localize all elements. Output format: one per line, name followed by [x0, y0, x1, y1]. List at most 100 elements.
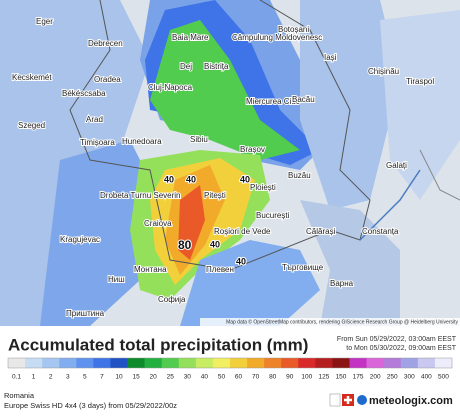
legend-title: Accumulated total precipitation (mm) — [8, 335, 308, 354]
scale-label: 70 — [252, 374, 260, 381]
coast — [419, 149, 460, 201]
city-label: Hunedoara — [122, 137, 162, 146]
map-value: 40 — [186, 174, 196, 184]
city-label: Bistrița — [204, 62, 229, 71]
scale-cell — [315, 358, 333, 368]
scale-cell — [76, 358, 94, 368]
scale-label: 7 — [100, 374, 104, 381]
scale-label: 125 — [318, 374, 329, 381]
attribution-bg — [200, 318, 460, 326]
scale-label: 3 — [66, 374, 70, 381]
map: Eger Debrecen Kecskemét Békéscsaba Szege… — [0, 0, 460, 326]
map-value: 40 — [236, 256, 246, 266]
city-label: Szeged — [18, 121, 45, 130]
scale-label: 60 — [235, 374, 243, 381]
scale-label: 50 — [218, 374, 226, 381]
scale-cell — [366, 358, 384, 368]
city-label: Roșiori de Vede — [214, 227, 271, 236]
period-to: to Mon 05/30/2022, 09:00am EEST — [346, 345, 456, 352]
city-label: Arad — [86, 115, 103, 124]
brand: meteologix.com — [369, 395, 453, 407]
scale-cell — [400, 358, 419, 368]
city-label: Chișinău — [368, 67, 399, 76]
scale-label: 5 — [83, 374, 87, 381]
brand-logo — [357, 395, 367, 405]
city-label: Търговище — [282, 263, 324, 272]
scale-cell — [195, 358, 214, 368]
city-label: București — [256, 211, 290, 220]
city-label: Cluj-Napoca — [148, 83, 193, 92]
scale-cell — [59, 358, 77, 368]
scale-label: 300 — [404, 374, 415, 381]
scale-cell — [230, 358, 248, 368]
scale-cell — [127, 358, 145, 368]
city-label: Варна — [330, 279, 354, 288]
swiss-cross — [344, 396, 352, 404]
city-label: Brașov — [240, 145, 265, 154]
city-label: Kecskemét — [12, 73, 52, 82]
city-label: Iași — [324, 53, 337, 62]
map-value: 80 — [178, 238, 192, 252]
scale-label: 200 — [370, 374, 381, 381]
scale-cell — [42, 358, 60, 368]
city-label: Câmpulung Moldovenesc — [232, 33, 322, 42]
color-scale: 0.1 1 2 3 5 7 10 15 20 25 30 40 50 60 70 80 90 100 125 150 1… — [7, 357, 453, 381]
city-label: Botoșani — [278, 25, 309, 34]
city-label: Монтана — [134, 265, 167, 274]
scale-label: 80 — [269, 374, 277, 381]
map-value: 40 — [210, 239, 220, 249]
scale-label: 175 — [353, 374, 364, 381]
scale-cell — [161, 358, 180, 368]
city-label: Baia Mare — [172, 33, 209, 42]
map-value: 40 — [240, 174, 250, 184]
attribution: Map data © OpenStreetMap contributors, r… — [226, 318, 458, 325]
city-label: Drobeta Turnu Severin — [100, 191, 181, 200]
scale-cell — [8, 358, 26, 368]
scale-label: 30 — [184, 374, 192, 381]
rain-area — [150, 20, 300, 160]
city-label: Pitești — [204, 191, 226, 200]
city-label: Dej — [180, 62, 192, 71]
scale-cell — [247, 358, 265, 368]
scale-label: 400 — [421, 374, 432, 381]
city-label: Sibiu — [190, 135, 208, 144]
city-label: Приштина — [66, 309, 105, 318]
city-label: Békéscsaba — [62, 89, 106, 98]
scale-label: 20 — [150, 374, 158, 381]
scale-label: 15 — [132, 374, 140, 381]
scale-label: 250 — [387, 374, 398, 381]
city-label: Debrecen — [88, 39, 123, 48]
scale-label: 150 — [336, 374, 347, 381]
scale-cell — [281, 358, 299, 368]
rain-area — [380, 10, 460, 200]
scale-cell — [298, 358, 316, 368]
scale-label: 500 — [438, 374, 449, 381]
city-label: Timișoara — [80, 138, 115, 147]
city-label: Плевен — [206, 265, 234, 274]
scale-cell — [417, 358, 436, 368]
scale-label: 100 — [301, 374, 312, 381]
city-label: Eger — [36, 17, 53, 26]
rain-area — [40, 140, 160, 326]
city-label: Călărași — [306, 227, 336, 236]
scale-cell — [93, 358, 111, 368]
rain-area — [180, 240, 320, 326]
city-label: Buzău — [288, 171, 311, 180]
river — [359, 169, 421, 241]
scale-cell — [264, 358, 282, 368]
scale-label: 2 — [49, 374, 53, 381]
city-label: Miercurea Ciuc — [246, 97, 300, 106]
scale-cell — [434, 358, 453, 368]
scale-cell — [25, 358, 43, 368]
rain-area — [178, 185, 205, 260]
scale-label: 10 — [115, 374, 123, 381]
city-label: Софија — [158, 295, 186, 304]
scale-cell — [212, 358, 231, 368]
city-label: Craiova — [144, 219, 172, 228]
scale-cell — [178, 358, 197, 368]
city-label: Oradea — [94, 75, 121, 84]
flag-icon — [329, 393, 341, 407]
scale-label: 90 — [286, 374, 294, 381]
period-from: From Sun 05/29/2022, 03:00am EEST — [337, 336, 457, 343]
